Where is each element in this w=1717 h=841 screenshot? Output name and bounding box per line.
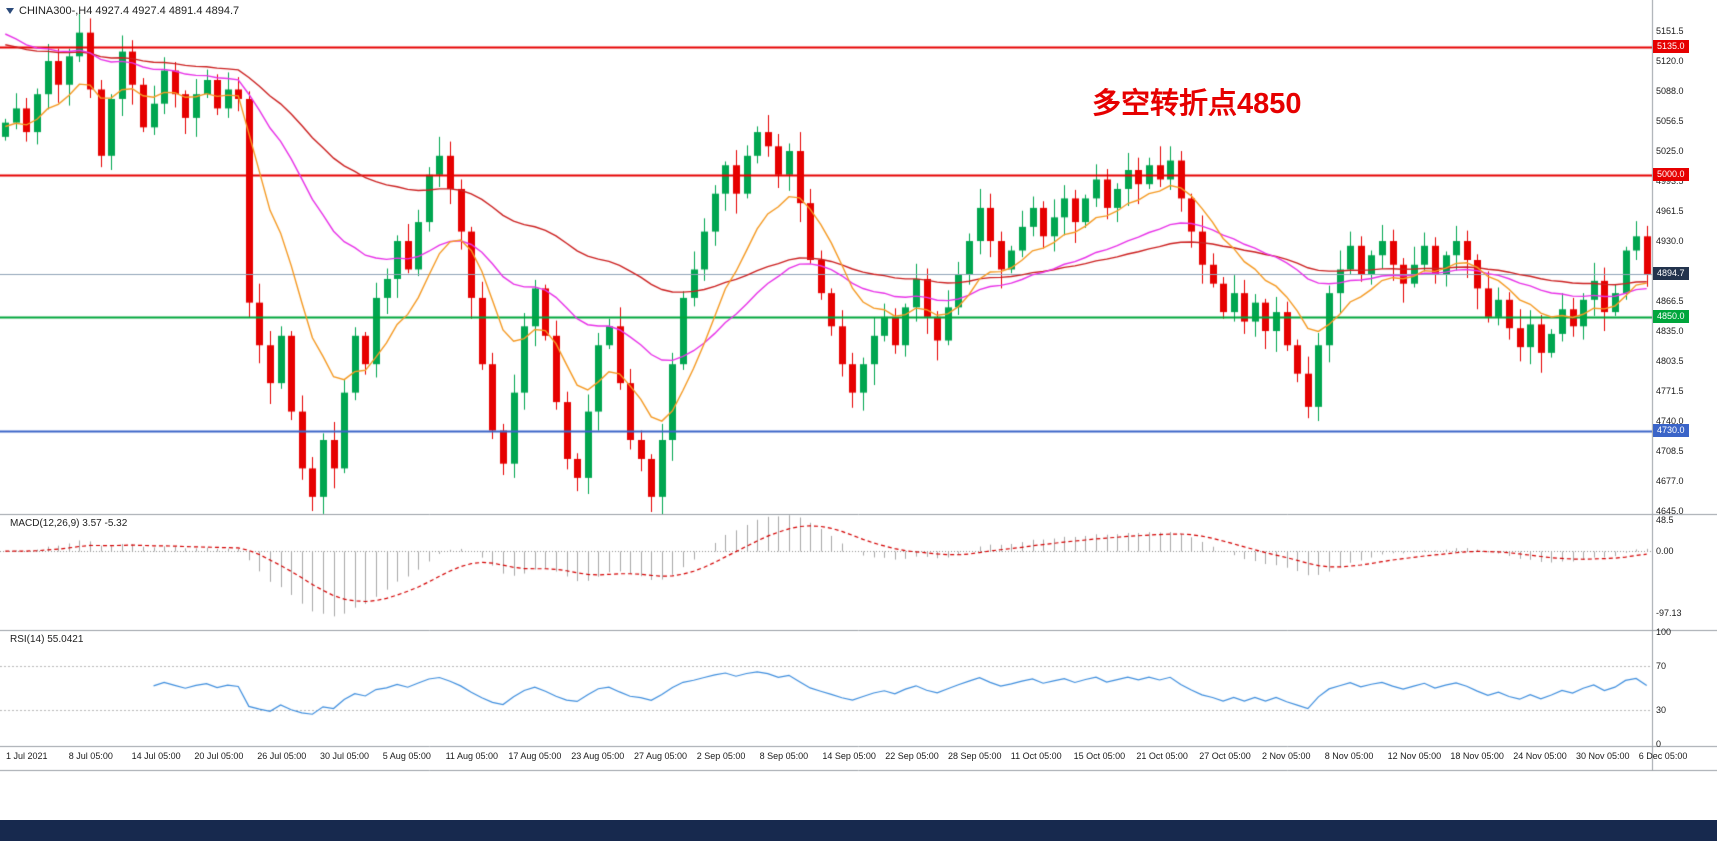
taskbar[interactable] (0, 820, 1717, 841)
rsi-indicator-label: RSI(14) 55.0421 (10, 634, 84, 645)
chart-canvas[interactable] (0, 0, 1717, 780)
symbol-ohlc-text: CHINA300-,H4 4927.4 4927.4 4891.4 4894.7 (19, 5, 240, 17)
symbol-info: CHINA300-,H4 4927.4 4927.4 4891.4 4894.7 (6, 5, 239, 17)
chart-icon (6, 8, 14, 14)
macd-indicator-label: MACD(12,26,9) 3.57 -5.32 (10, 518, 128, 529)
annotation-text: 多空转折点4850 (1092, 88, 1302, 120)
